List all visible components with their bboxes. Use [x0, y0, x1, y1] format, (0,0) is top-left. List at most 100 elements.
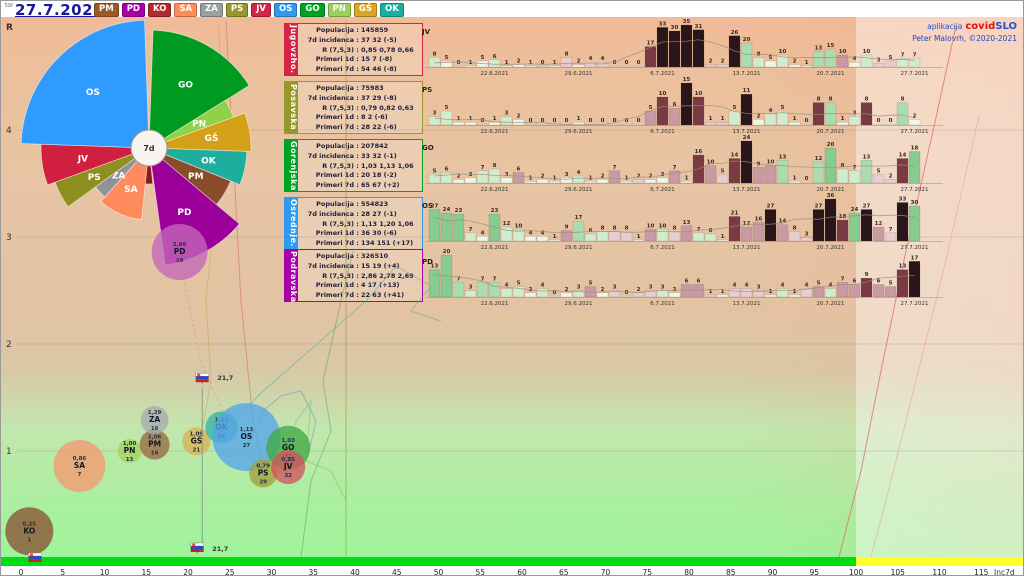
x-tick-95: 95	[809, 568, 820, 576]
region-button-OS[interactable]: OS	[274, 3, 298, 17]
stat-colon: :	[356, 229, 359, 238]
x-tick-35: 35	[308, 568, 319, 576]
stat-value: 15 19 (+4)	[361, 261, 400, 270]
stat-colon: :	[356, 93, 359, 102]
x-tick-80: 80	[684, 568, 694, 576]
panel-OS: Osrednje. Populacija:554823 7d incidenca:2…	[284, 197, 423, 250]
x-tick-20: 20	[183, 568, 193, 576]
stat-colon: :	[356, 142, 359, 150]
over-100-incidence-band	[856, 17, 1023, 557]
region-button-OK[interactable]: OK	[380, 3, 404, 17]
stat-row: Primeri 7d:54 46 (-8)	[298, 65, 419, 75]
stat-row: Populacija:145859	[298, 26, 419, 36]
stat-value: 207842	[361, 142, 389, 150]
stat-label: Primeri 1d	[315, 55, 354, 64]
x-axis-green-zone	[1, 557, 856, 566]
stat-colon: :	[356, 181, 359, 189]
stat-label: Primeri 1d	[315, 171, 354, 180]
stat-colon: :	[356, 65, 359, 73]
credit-author: Peter Malovrh, ©2020-2021	[912, 33, 1017, 43]
x-tick-115: 115	[974, 568, 989, 576]
panel-stats: Populacija:326510 7d incidenca:15 19 (+4)…	[298, 250, 422, 301]
y-tick-1: 1	[6, 447, 12, 457]
stat-value: 37 32 (-5)	[361, 35, 397, 44]
region-button-PD[interactable]: PD	[121, 3, 145, 17]
region-button-PN[interactable]: PN	[327, 3, 351, 17]
panel-tab-OS[interactable]: Osrednje.	[285, 198, 298, 249]
stat-label: 7d incidenca	[307, 151, 354, 160]
region-button-ZA[interactable]: ZA	[200, 3, 223, 17]
stat-label: Primeri 7d	[315, 181, 354, 189]
stat-colon: :	[356, 26, 359, 34]
x-tick-5: 5	[60, 568, 66, 576]
stat-row: 7d incidenca:15 19 (+4)	[298, 262, 419, 272]
stat-colon: :	[356, 239, 359, 247]
stat-label: R (7,5,3)	[322, 161, 354, 170]
stat-colon: :	[356, 171, 359, 180]
y-tick-3: 3	[6, 233, 12, 243]
stat-colon: :	[356, 35, 359, 44]
region-button-KO[interactable]: KO	[148, 3, 172, 17]
stat-label: Populacija	[316, 252, 354, 260]
stat-colon: :	[356, 123, 359, 131]
region-button-PS[interactable]: PS	[225, 3, 249, 17]
x-tick-0: 0	[18, 568, 24, 576]
x-tick-15: 15	[141, 568, 152, 576]
stat-row: 7d incidenca:33 32 (-1)	[298, 152, 419, 162]
brand-covid: covid	[965, 21, 996, 32]
stat-colon: :	[356, 200, 359, 208]
date-display[interactable]: 27.7.2021	[15, 1, 104, 19]
stat-row: Primeri 7d:28 22 (-6)	[298, 123, 419, 133]
x-axis-strip	[1, 566, 1023, 575]
region-button-GO[interactable]: GO	[300, 3, 325, 17]
panel-tab-JV[interactable]: Jugovzho.	[285, 24, 298, 75]
stat-row: Primeri 7d:65 67 (+2)	[298, 181, 419, 191]
y-tick-4: 4	[6, 126, 12, 136]
stat-label: Populacija	[316, 200, 354, 208]
stat-label: Primeri 7d	[315, 239, 354, 247]
stat-label: R (7,5,3)	[322, 103, 354, 112]
stat-label: 7d incidenca	[307, 35, 354, 44]
region-button-SA[interactable]: SA	[174, 3, 198, 17]
x-tick-10: 10	[99, 568, 110, 576]
x-axis-yellow-zone	[856, 557, 1023, 566]
stat-row: Primeri 1d:15 7 (-8)	[298, 55, 419, 65]
panel-stats: Populacija:75983 7d incidenca:37 29 (-8) R…	[298, 82, 422, 133]
region-filter-buttons: PM PD KO SA ZA PS JV OS GO PN GŠ OK	[94, 3, 404, 17]
stat-row: Primeri 1d:4 17 (+13)	[298, 281, 419, 291]
stat-colon: :	[356, 281, 359, 290]
stat-row: Primeri 1d:8 2 (-6)	[298, 113, 419, 123]
stat-colon: :	[356, 113, 359, 122]
stat-colon: :	[356, 291, 359, 299]
stat-row: R (7,5,3):0,79 0,82 0,63	[298, 104, 419, 114]
panel-tab-GO[interactable]: Gorenjska	[285, 140, 298, 191]
stat-row: R (7,5,3):0,85 0,78 0,66	[298, 46, 419, 56]
panel-tab-PD[interactable]: Podravska	[285, 250, 298, 303]
stat-colon: :	[356, 209, 359, 218]
stat-label: Populacija	[316, 84, 354, 92]
stat-row: Primeri 1d:36 30 (-6)	[298, 229, 419, 239]
stat-value: 2,86 2,78 2,69	[361, 271, 414, 280]
y-axis-label: R	[6, 23, 13, 33]
stat-colon: :	[356, 161, 359, 170]
credit-block: aplikacija covidSLO Peter Malovrh, ©2020-…	[912, 21, 1017, 43]
stat-row: Populacija:207842	[298, 142, 419, 152]
stat-colon: :	[356, 261, 359, 270]
stat-value: 54 46 (-8)	[361, 65, 397, 73]
region-button-PM[interactable]: PM	[94, 3, 119, 17]
region-button-GŠ[interactable]: GŠ	[353, 3, 378, 17]
app-title: aplikacija covidSLO	[912, 21, 1017, 34]
region-button-JV[interactable]: JV	[251, 3, 271, 17]
stat-value: 1,03 1,13 1,06	[361, 161, 414, 170]
stat-label: Primeri 1d	[315, 113, 354, 122]
stat-label: Populacija	[316, 26, 354, 34]
stat-label: 7d incidenca	[307, 209, 354, 218]
panel-stats: Populacija:145859 7d incidenca:37 32 (-5)…	[298, 24, 422, 75]
stat-value: 0,85 0,78 0,66	[361, 45, 414, 54]
x-tick-70: 70	[600, 568, 611, 576]
stat-value: 145859	[361, 26, 389, 34]
stat-label: R (7,5,3)	[322, 271, 354, 280]
panel-tab-PS[interactable]: Posavska	[285, 82, 298, 133]
x-tick-30: 30	[266, 568, 277, 576]
